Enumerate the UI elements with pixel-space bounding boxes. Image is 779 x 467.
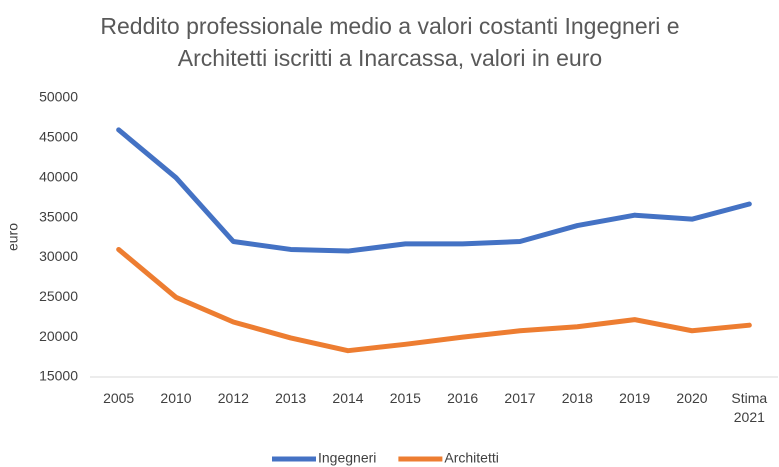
y-tick-label: 15000 bbox=[39, 368, 78, 384]
y-tick-label: 50000 bbox=[39, 89, 78, 105]
x-tick-label: 2010 bbox=[160, 390, 192, 406]
legend-label: Ingegneri bbox=[318, 450, 376, 466]
x-tick-label: 2018 bbox=[561, 390, 593, 406]
y-tick-label: 40000 bbox=[39, 168, 78, 184]
y-axis-label: euro bbox=[5, 223, 21, 251]
line-series bbox=[116, 127, 752, 254]
chart-title: Reddito professionale medio a valori cos… bbox=[100, 13, 680, 71]
y-tick-label: 45000 bbox=[39, 129, 78, 145]
line-series bbox=[116, 246, 752, 354]
x-tick-label: 2017 bbox=[504, 390, 536, 406]
x-tick-label: 2005 bbox=[103, 390, 135, 406]
x-tick-label: Stima 2021 bbox=[731, 390, 768, 425]
x-tick-label: 2019 bbox=[619, 390, 651, 406]
y-tick-label: 20000 bbox=[39, 328, 78, 344]
x-tick-label: 2014 bbox=[332, 390, 364, 406]
x-tick-label: 2016 bbox=[447, 390, 479, 406]
legend-label: Architetti bbox=[444, 450, 498, 466]
x-tick-label: 2015 bbox=[389, 390, 421, 406]
y-tick-label: 25000 bbox=[39, 288, 78, 304]
x-tick-label: 2013 bbox=[275, 390, 307, 406]
y-tick-label: 30000 bbox=[39, 248, 78, 264]
y-tick-label: 35000 bbox=[39, 208, 78, 224]
x-tick-label: 2020 bbox=[676, 390, 708, 406]
x-tick-label: 2012 bbox=[217, 390, 249, 406]
